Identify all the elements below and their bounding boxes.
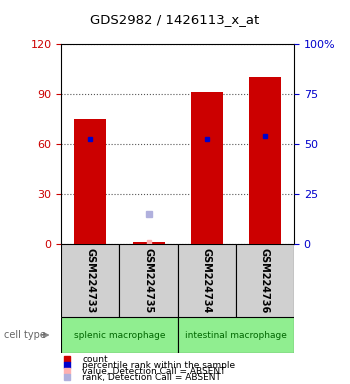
Bar: [177, 317, 294, 353]
Bar: [119, 244, 177, 317]
Text: GSM224736: GSM224736: [260, 248, 270, 313]
Bar: [74, 119, 106, 244]
Text: value, Detection Call = ABSENT: value, Detection Call = ABSENT: [82, 367, 226, 376]
Text: splenic macrophage: splenic macrophage: [74, 331, 165, 339]
Text: GSM224734: GSM224734: [202, 248, 212, 313]
Bar: [249, 78, 281, 244]
Text: count: count: [82, 354, 108, 364]
Text: GSM224735: GSM224735: [144, 248, 154, 313]
Text: GSM224733: GSM224733: [85, 248, 95, 313]
Text: rank, Detection Call = ABSENT: rank, Detection Call = ABSENT: [82, 373, 221, 382]
Bar: [191, 93, 223, 244]
Bar: [177, 244, 236, 317]
Bar: [61, 244, 119, 317]
Bar: [61, 317, 177, 353]
Text: GDS2982 / 1426113_x_at: GDS2982 / 1426113_x_at: [90, 13, 260, 26]
Text: percentile rank within the sample: percentile rank within the sample: [82, 361, 235, 370]
Bar: [236, 244, 294, 317]
Text: intestinal macrophage: intestinal macrophage: [185, 331, 287, 339]
Bar: [133, 242, 164, 244]
Text: cell type: cell type: [4, 330, 46, 340]
